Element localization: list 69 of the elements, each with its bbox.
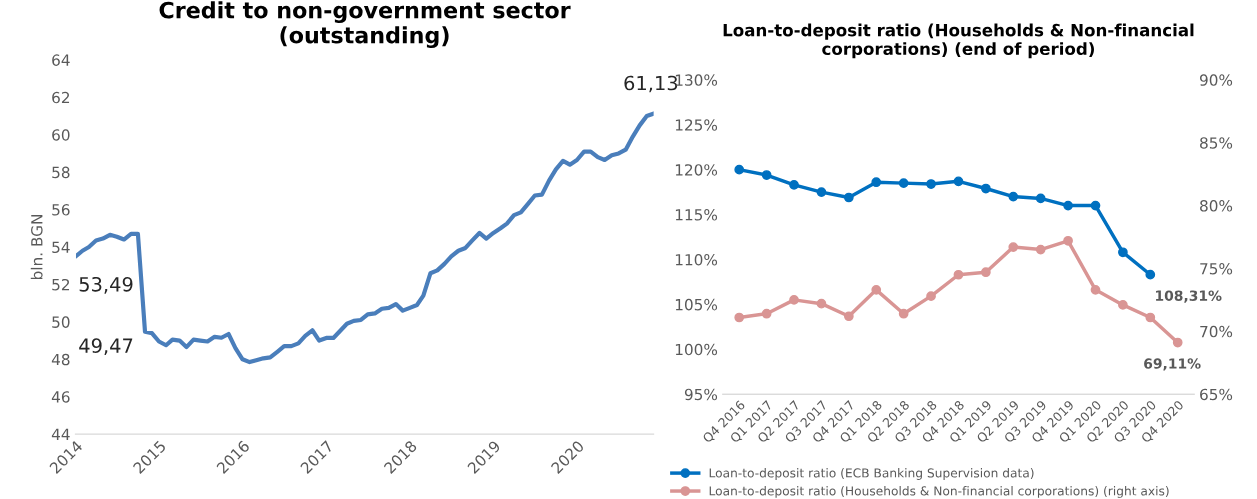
- y-tick-label: 110%: [675, 253, 718, 266]
- point: [953, 269, 964, 280]
- point: [1063, 235, 1073, 246]
- point: [761, 308, 772, 319]
- y-tick-label: 54: [52, 241, 70, 254]
- annotation: 53,49: [79, 276, 133, 294]
- y-tick-label: 50: [52, 316, 70, 328]
- point: [761, 170, 772, 180]
- y-tick-label: 60: [52, 129, 70, 141]
- point: [1090, 284, 1101, 295]
- y-tick-label: 52: [52, 278, 70, 291]
- y-tick-label: 120%: [675, 164, 718, 176]
- point: [789, 180, 799, 190]
- point: [734, 312, 745, 323]
- point: [843, 311, 854, 322]
- point: [871, 177, 882, 188]
- data-label: 108,31%: [1156, 290, 1222, 303]
- point: [1145, 269, 1156, 280]
- point: [1008, 191, 1019, 202]
- y-tick-label: 56: [52, 204, 70, 216]
- data-label: 69,11%: [1144, 358, 1201, 371]
- point: [1035, 244, 1046, 255]
- y-tick-label: 115%: [675, 209, 718, 221]
- point: [1145, 312, 1156, 323]
- chart-title: Credit to non-government sector (outstanding): [159, 1, 571, 49]
- y-tick-label: 58: [52, 166, 70, 179]
- point: [789, 295, 799, 305]
- legend-label: Loan-to-deposit ratio (ECB Banking Supervision data): [709, 468, 1034, 480]
- y2-tick-label: 70%: [1200, 325, 1233, 338]
- point: [816, 298, 827, 309]
- point: [926, 291, 936, 301]
- y-tick-label: 46: [51, 391, 70, 403]
- point: [816, 187, 827, 197]
- point: [981, 183, 991, 194]
- point: [1172, 337, 1183, 348]
- point: [1008, 242, 1019, 252]
- y2-tick-label: 75%: [1200, 262, 1233, 275]
- y-tick-label: 44: [51, 428, 70, 440]
- point: [953, 176, 964, 187]
- y-tick-label: 125%: [675, 119, 718, 131]
- point: [898, 178, 909, 188]
- point: [1063, 200, 1073, 211]
- y-tick-label: 130%: [675, 74, 718, 86]
- legend-label: Loan-to-deposit ratio (Households & Non-financial corporations) (right axis): [709, 486, 1169, 498]
- line-series: [75, 111, 654, 365]
- point: [1118, 300, 1128, 310]
- y-tick-label: 64: [52, 54, 70, 66]
- y-tick-label: 48: [51, 353, 70, 366]
- point: [1118, 247, 1128, 258]
- chart-title: Loan-to-deposit ratio (Households & Non-financial corporations) (end of period): [723, 23, 1194, 59]
- point: [898, 308, 909, 319]
- y-tick-label: 95%: [684, 388, 718, 401]
- annotation: 49,47: [79, 338, 133, 355]
- point: [1090, 200, 1101, 211]
- y2-tick-label: 85%: [1200, 137, 1233, 149]
- y2-tick-label: 90%: [1199, 74, 1233, 86]
- annotation: 61,13: [624, 75, 678, 93]
- point: [734, 164, 745, 175]
- y-axis-title: bln. BGN: [30, 215, 43, 280]
- point: [926, 179, 936, 189]
- point: [843, 192, 854, 203]
- point: [981, 267, 991, 278]
- y-tick-label: 100%: [675, 343, 718, 356]
- point: [1035, 193, 1046, 204]
- y2-tick-label: 80%: [1200, 200, 1233, 212]
- y-tick-label: 105%: [675, 298, 718, 311]
- y-tick-label: 62: [52, 91, 70, 104]
- y2-tick-label: 65%: [1200, 388, 1233, 401]
- point: [871, 284, 882, 295]
